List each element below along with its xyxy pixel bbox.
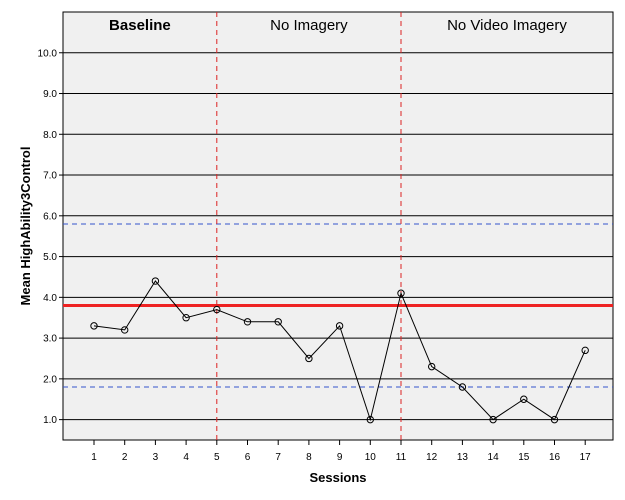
data-point (581, 346, 589, 355)
data-point (489, 415, 497, 424)
x-axis-title: Sessions (309, 470, 366, 485)
data-point (151, 277, 160, 285)
y-tick-label: 5.0 (43, 252, 57, 263)
data-point (550, 415, 559, 424)
x-tick-label: 15 (518, 452, 530, 463)
x-tick-label: 7 (275, 452, 281, 463)
y-tick-label: 2.0 (43, 374, 57, 385)
phase-label: No Video Imagery (447, 17, 567, 34)
data-point (243, 318, 252, 326)
x-tick-label: 3 (153, 452, 159, 463)
data-point (90, 322, 98, 330)
y-tick-label: 1.0 (43, 415, 57, 426)
data-point (428, 362, 436, 371)
y-tick-label: 8.0 (43, 130, 57, 141)
data-point (335, 322, 344, 330)
x-tick-label: 2 (122, 452, 128, 463)
data-point (121, 326, 129, 334)
x-axis: 1 2 3 4 5 6 7 8 9 10 11 12 13 14 15 16 17 (91, 440, 591, 463)
x-tick-label: 1 (91, 452, 97, 463)
reference-lines (63, 223, 613, 388)
data-point (458, 383, 467, 391)
data-point (274, 318, 282, 326)
data-point (397, 289, 405, 297)
y-axis: 1.0 2.0 3.0 4.0 5.0 6.0 7.0 8.0 9.0 10.0 (38, 48, 63, 426)
phase-label: Baseline (109, 17, 171, 34)
y-tick-label: 3.0 (43, 334, 57, 345)
x-tick-label: 4 (183, 452, 189, 463)
series-line (93, 280, 586, 422)
y-tick-label: 4.0 (43, 293, 57, 304)
data-series (90, 277, 589, 424)
x-tick-label: 11 (396, 452, 407, 463)
y-axis-title: Mean HighAbility3Control (18, 147, 33, 306)
y-tick-label: 9.0 (43, 89, 57, 100)
x-tick-label: 14 (488, 452, 500, 463)
x-tick-label: 10 (365, 452, 377, 463)
data-point (520, 395, 528, 403)
y-tick-label: 7.0 (43, 171, 57, 182)
data-point (305, 354, 313, 363)
x-tick-label: 13 (457, 452, 469, 463)
data-point (366, 415, 374, 424)
x-tick-label: 9 (337, 452, 343, 463)
phase-label: No Imagery (270, 17, 348, 34)
data-point (182, 314, 190, 322)
phase-labels: Baseline No Imagery No Video Imagery (109, 17, 567, 34)
x-tick-label: 17 (580, 452, 592, 463)
x-tick-label: 8 (306, 452, 312, 463)
y-tick-label: 6.0 (43, 211, 57, 222)
y-tick-label: 10.0 (38, 48, 58, 59)
data-point (213, 305, 221, 314)
x-tick-label: 6 (245, 452, 251, 463)
grid-lines (63, 52, 613, 421)
x-tick-label: 5 (214, 452, 220, 463)
x-tick-label: 12 (426, 452, 438, 463)
plot-area (62, 11, 614, 441)
x-tick-label: 16 (549, 452, 561, 463)
